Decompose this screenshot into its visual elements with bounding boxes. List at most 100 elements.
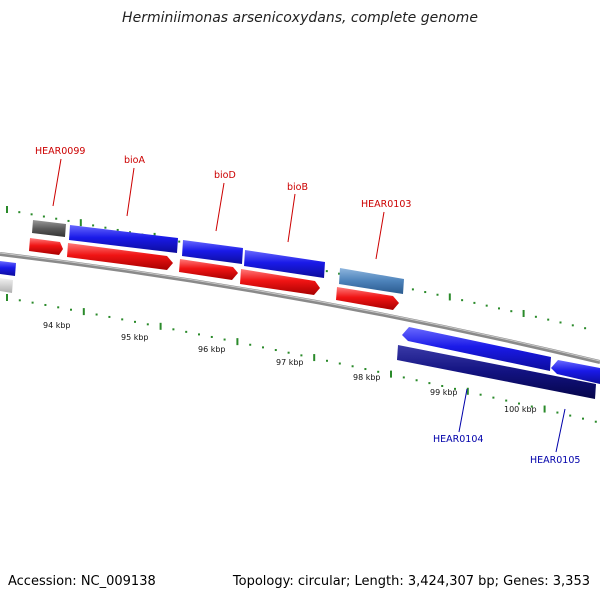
inner-tick-20	[262, 346, 264, 349]
outer-tick-33	[411, 288, 414, 291]
inner-tick-25	[326, 359, 328, 362]
cds-hear0103[interactable]	[336, 287, 399, 310]
inner-tick-28	[364, 368, 367, 371]
inner-tick-36	[466, 387, 469, 395]
outer-tick-7	[92, 224, 95, 227]
inner-tick-40	[518, 402, 520, 405]
cds-biod[interactable]	[179, 259, 238, 280]
outer-tick-40	[498, 307, 500, 310]
scale-label-100: 100 kbp	[504, 405, 537, 414]
leader-hear0103	[375, 211, 385, 260]
leader-biod	[215, 182, 225, 232]
leader-bioa	[126, 167, 135, 217]
inner-tick-6	[82, 308, 85, 316]
inner-tick-32	[415, 379, 418, 382]
inner-tick-29	[377, 370, 380, 373]
inner-tick-15	[198, 333, 200, 336]
outer-tick-5	[67, 219, 70, 222]
inner-tick-21	[274, 349, 277, 352]
gene-bioa[interactable]	[69, 225, 178, 253]
inner-tick-37	[479, 393, 482, 396]
cds-hear0104-reverse[interactable]	[397, 345, 596, 399]
cds-left-edge[interactable]	[0, 278, 13, 293]
label-hear0103[interactable]: HEAR0103	[361, 199, 411, 210]
inner-tick-4	[57, 306, 60, 309]
cds-hear0099[interactable]	[29, 238, 63, 255]
outer-tick-42	[522, 309, 525, 317]
outer-tick-46	[571, 324, 574, 327]
outer-tick-43	[534, 315, 537, 318]
outer-tick-6	[79, 219, 82, 227]
inner-tick-7	[95, 313, 98, 316]
label-bioa[interactable]: bioA	[124, 155, 145, 166]
inner-tick-44	[569, 414, 572, 417]
scale-label-96: 96 kbp	[198, 345, 226, 354]
label-hear0099[interactable]: HEAR0099	[35, 146, 85, 157]
inner-tick-5	[70, 308, 72, 311]
gene-hear0105[interactable]	[551, 360, 600, 384]
outer-tick-36	[448, 293, 451, 301]
outer-tick-14	[178, 240, 181, 243]
outer-tick-4	[55, 217, 58, 220]
genome-backbone-highlight	[0, 252, 600, 362]
gene-labels: HEAR0099 bioA bioD bioB HEAR0103 HEAR010…	[35, 146, 580, 466]
genome-backbone	[0, 252, 600, 364]
inner-tick-41	[530, 405, 533, 408]
inner-tick-row	[6, 294, 597, 423]
inner-tick-27	[351, 365, 354, 368]
cds-bioa[interactable]	[67, 243, 173, 270]
leader-hear0105	[555, 408, 566, 453]
inner-tick-23	[300, 354, 303, 357]
inner-tick-11	[146, 323, 149, 326]
inner-tick-2	[31, 301, 34, 304]
label-biob[interactable]: bioB	[287, 182, 308, 193]
inner-tick-38	[492, 396, 495, 399]
inner-tick-9	[121, 318, 124, 321]
outer-tick-47	[584, 327, 587, 330]
outer-tick-9	[116, 228, 119, 231]
inner-tick-13	[172, 328, 175, 331]
inner-tick-16	[210, 335, 213, 338]
inner-tick-43	[556, 411, 559, 414]
inner-tick-10	[134, 320, 136, 323]
inner-tick-26	[338, 362, 341, 365]
inner-tick-18	[236, 338, 239, 346]
gene-hear0104[interactable]	[402, 327, 551, 371]
inner-tick-17	[223, 338, 226, 341]
gene-biod[interactable]	[182, 240, 243, 264]
scale-label-98: 98 kbp	[353, 373, 381, 382]
outer-tick-44	[547, 318, 550, 321]
inner-tick-8	[108, 315, 111, 318]
outer-tick-3	[42, 215, 45, 218]
inner-tick-24	[313, 354, 316, 362]
gene-hear0099[interactable]	[32, 220, 66, 237]
outer-tick-41	[510, 310, 513, 313]
label-hear0104[interactable]: HEAR0104	[433, 434, 483, 445]
scale-label-99: 99 kbp	[430, 388, 458, 397]
label-hear0105[interactable]: HEAR0105	[530, 455, 580, 466]
scale-label-95: 95 kbp	[121, 333, 149, 342]
inner-tick-45	[582, 417, 584, 420]
inner-tick-46	[594, 420, 597, 423]
inner-tick-31	[402, 376, 405, 379]
inner-tick-34	[441, 384, 444, 387]
gene-biob[interactable]	[244, 250, 325, 278]
gene-hear0103[interactable]	[339, 268, 404, 294]
scale-label-94: 94 kbp	[43, 321, 71, 330]
outer-tick-37	[461, 299, 464, 302]
inner-tick-35	[454, 387, 456, 390]
inner-tick-19	[249, 343, 252, 346]
gene-left-edge[interactable]	[0, 261, 16, 276]
outer-tick-45	[559, 321, 562, 324]
label-biod[interactable]: bioD	[214, 170, 236, 181]
inner-tick-3	[44, 303, 47, 306]
outer-tick-39	[485, 304, 488, 307]
outer-tick-38	[473, 301, 476, 304]
inner-tick-42	[543, 405, 546, 413]
inner-tick-22	[287, 351, 290, 354]
cds-biob[interactable]	[240, 269, 320, 295]
inner-tick-12	[159, 322, 162, 330]
scale-label-97: 97 kbp	[276, 358, 304, 367]
map-title: Herminiimonas arsenicoxydans, complete g…	[122, 10, 478, 26]
